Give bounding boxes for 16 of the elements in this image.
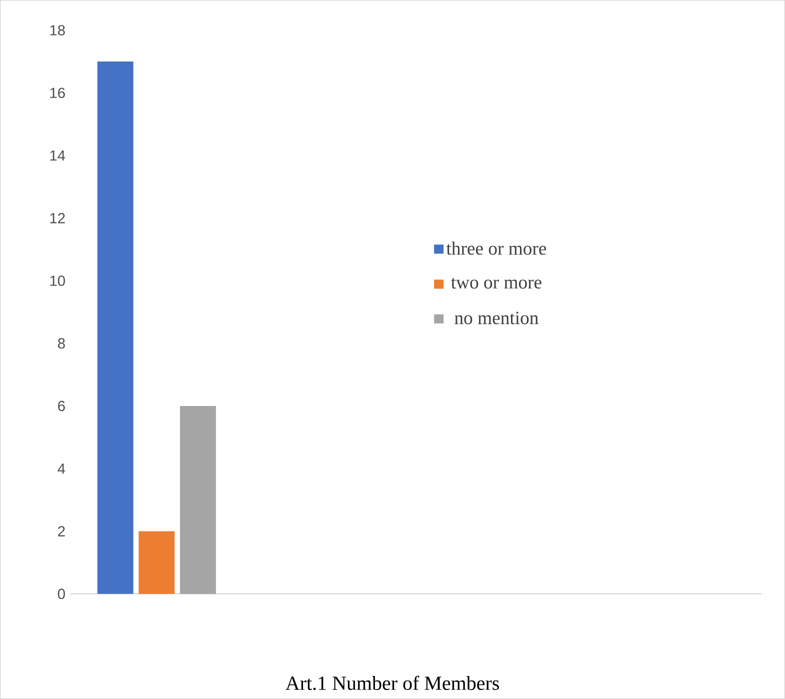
bar [138,531,175,594]
legend-label: no mention [454,312,538,324]
y-tick-label: 0 [58,588,65,600]
y-tick-label: 4 [58,464,66,474]
y-tick-label: 8 [58,338,65,349]
y-tick-label: 12 [50,212,65,224]
y-tick-label: 6 [58,400,65,412]
text: Art.1 Number of Members [286,676,499,690]
y-tick-label: 10 [50,276,65,286]
y-tick-label: 14 [50,150,66,161]
y-tick-label: 18 [50,25,65,36]
bar [97,62,134,594]
legend-label: two or more [451,278,542,289]
legend-label: three or more [446,242,546,255]
y-tick-label: 2 [58,526,65,536]
y-tick-label: 16 [50,88,65,98]
